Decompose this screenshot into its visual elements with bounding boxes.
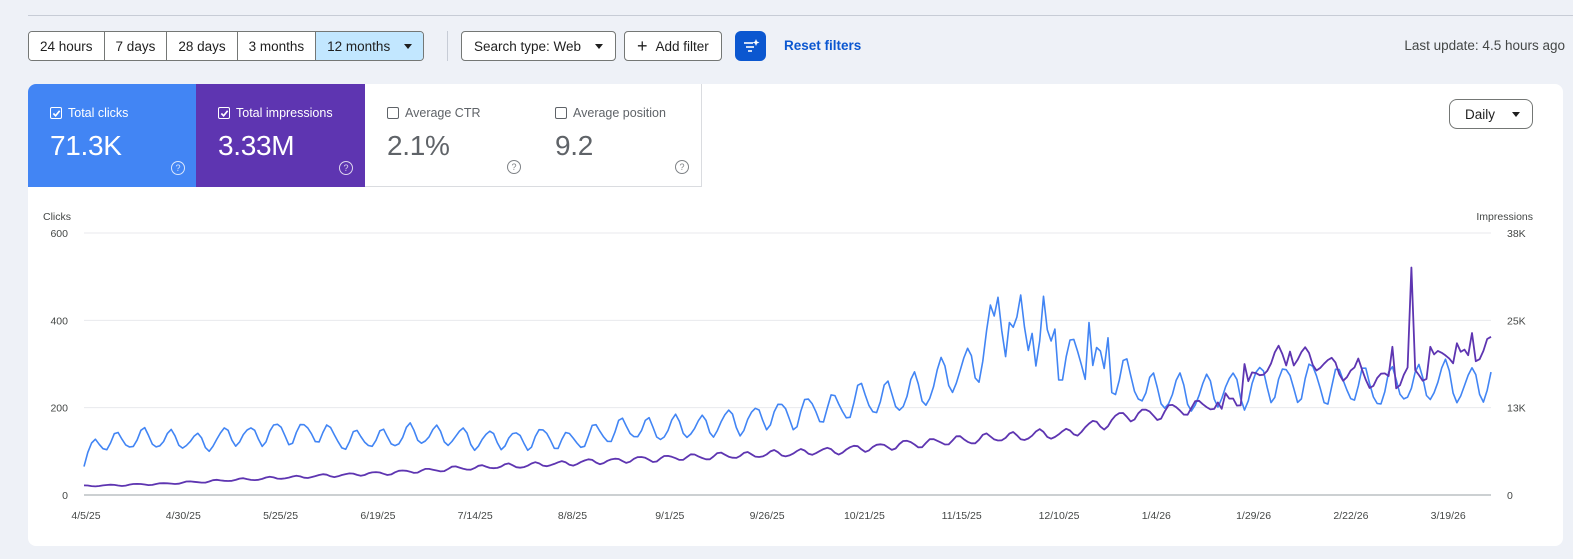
date-range-label: 7 days [115,38,156,54]
x-tick-label: 7/14/25 [458,510,493,522]
granularity-label: Daily [1465,106,1496,122]
x-tick-label: 4/30/25 [166,510,201,522]
metric-value: 71.3K [50,130,122,161]
date-range-label: 28 days [178,38,226,54]
date-range-3-months[interactable]: 3 months [236,32,316,60]
help-icon[interactable]: ? [339,161,353,175]
metric-average-ctr[interactable]: Average CTR 2.1% ? [365,84,534,187]
performance-card: Total clicks 71.3K ? Total impressions 3… [28,84,1563,546]
metric-label: Average CTR [405,106,481,120]
add-filter-button[interactable]: + Add filter [624,31,722,61]
date-range-12-months[interactable]: 12 months [315,32,424,60]
plus-icon: + [637,36,648,56]
date-range-label: 24 hours [40,38,93,54]
x-tick-label: 10/21/25 [844,510,885,522]
x-tick-label: 1/29/26 [1236,510,1271,522]
x-tick-label: 6/19/25 [360,510,395,522]
right-tick-label: 38K [1507,228,1526,240]
metric-label-row: Total impressions [218,106,365,120]
metric-label: Average position [573,106,666,120]
x-tick-label: 5/25/25 [263,510,298,522]
left-tick-label: 400 [50,315,68,327]
metric-label-row: Average position [555,106,701,120]
x-tick-label: 11/15/25 [942,510,982,522]
filter-settings-button[interactable] [735,31,766,61]
help-icon[interactable]: ? [171,161,185,175]
chevron-down-icon [404,43,413,49]
granularity-dropdown[interactable]: Daily [1449,99,1533,129]
metric-label: Total impressions [236,106,333,120]
left-tick-label: 600 [50,228,68,240]
help-icon[interactable]: ? [675,160,689,174]
date-range-28-days[interactable]: 28 days [166,32,237,60]
chevron-down-icon [1512,111,1521,117]
filter-sparkle-icon [743,39,759,52]
date-range-label: 3 months [248,38,305,54]
right-tick-label: 25K [1507,315,1526,327]
left-tick-label: 0 [62,490,68,502]
metric-average-position[interactable]: Average position 9.2 ? [533,84,702,187]
search-type-dropdown[interactable]: Search type: Web [461,31,617,61]
metric-label-row: Average CTR [387,106,533,120]
metric-value: 2.1% [387,130,450,161]
right-axis-title: Impressions [1476,211,1533,223]
reset-filters-link[interactable]: Reset filters [784,38,862,53]
date-range-label: 12 months [327,38,391,54]
metric-label: Total clicks [68,106,129,120]
right-tick-label: 0 [1507,490,1513,502]
left-tick-label: 200 [50,403,68,415]
x-tick-label: 2/22/26 [1333,510,1368,522]
metric-total-impressions[interactable]: Total impressions 3.33M ? [196,84,365,187]
metric-label-row: Total clicks [50,106,197,120]
top-divider [28,15,1573,16]
search-type-label: Search type: Web [474,38,582,54]
checkbox-unchecked-icon[interactable] [387,107,399,119]
x-tick-label: 3/19/26 [1431,510,1466,522]
toolbar-divider [447,31,448,61]
checkbox-checked-icon[interactable] [218,107,230,119]
series-line-clicks [83,294,1492,467]
date-range-24-hours[interactable]: 24 hours [29,32,104,60]
right-tick-label: 13K [1507,403,1526,415]
left-axis-title: Clicks [43,211,71,223]
metric-value: 3.33M [218,130,295,161]
x-tick-label: 1/4/26 [1142,510,1171,522]
x-tick-label: 12/10/25 [1039,510,1080,522]
x-tick-label: 9/1/25 [655,510,684,522]
series-line-impressions [83,266,1492,488]
x-tick-label: 4/5/25 [71,510,100,522]
date-range-selector: 24 hours 7 days 28 days 3 months 12 months [28,31,425,61]
checkbox-unchecked-icon[interactable] [555,107,567,119]
metric-value: 9.2 [555,130,594,161]
last-update-text: Last update: 4.5 hours ago [1404,38,1565,53]
chevron-down-icon [595,43,604,49]
help-icon[interactable]: ? [507,160,521,174]
x-tick-label: 8/8/25 [558,510,587,522]
date-range-7-days[interactable]: 7 days [103,32,167,60]
add-filter-label: Add filter [655,38,709,54]
metric-total-clicks[interactable]: Total clicks 71.3K ? [28,84,197,187]
checkbox-checked-icon[interactable] [50,107,62,119]
x-tick-label: 9/26/25 [750,510,785,522]
